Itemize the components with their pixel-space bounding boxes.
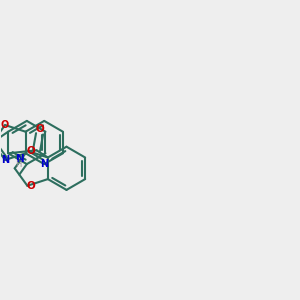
Text: O: O xyxy=(35,124,44,134)
Text: O: O xyxy=(27,146,35,156)
Text: N: N xyxy=(40,159,48,169)
Text: H: H xyxy=(15,160,22,169)
Text: N: N xyxy=(1,155,9,165)
Text: N: N xyxy=(16,154,25,164)
Text: O: O xyxy=(27,181,35,191)
Text: O: O xyxy=(1,120,9,130)
